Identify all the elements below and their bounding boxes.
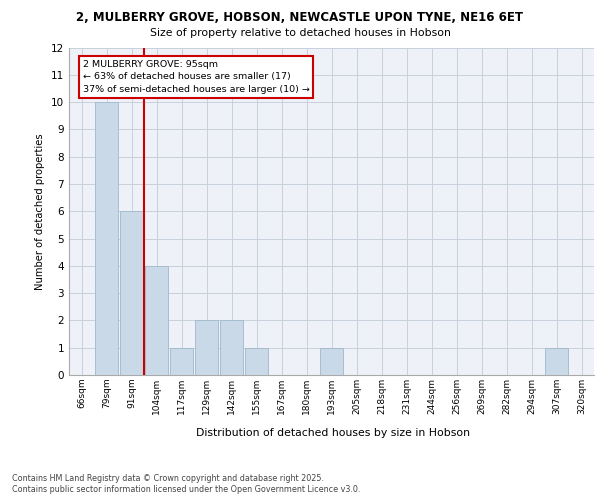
Text: 2 MULBERRY GROVE: 95sqm
← 63% of detached houses are smaller (17)
37% of semi-de: 2 MULBERRY GROVE: 95sqm ← 63% of detache… bbox=[83, 60, 310, 94]
Bar bbox=[145, 266, 168, 375]
Bar bbox=[170, 348, 193, 375]
Bar bbox=[120, 211, 143, 375]
Bar bbox=[195, 320, 218, 375]
Text: Size of property relative to detached houses in Hobson: Size of property relative to detached ho… bbox=[149, 28, 451, 38]
Bar bbox=[320, 348, 343, 375]
Bar bbox=[245, 348, 268, 375]
Bar bbox=[95, 102, 118, 375]
Text: Distribution of detached houses by size in Hobson: Distribution of detached houses by size … bbox=[196, 428, 470, 438]
Bar bbox=[545, 348, 568, 375]
Y-axis label: Number of detached properties: Number of detached properties bbox=[35, 133, 46, 290]
Text: 2, MULBERRY GROVE, HOBSON, NEWCASTLE UPON TYNE, NE16 6ET: 2, MULBERRY GROVE, HOBSON, NEWCASTLE UPO… bbox=[77, 11, 523, 24]
Text: Contains HM Land Registry data © Crown copyright and database right 2025.
Contai: Contains HM Land Registry data © Crown c… bbox=[12, 474, 361, 494]
Bar bbox=[220, 320, 243, 375]
